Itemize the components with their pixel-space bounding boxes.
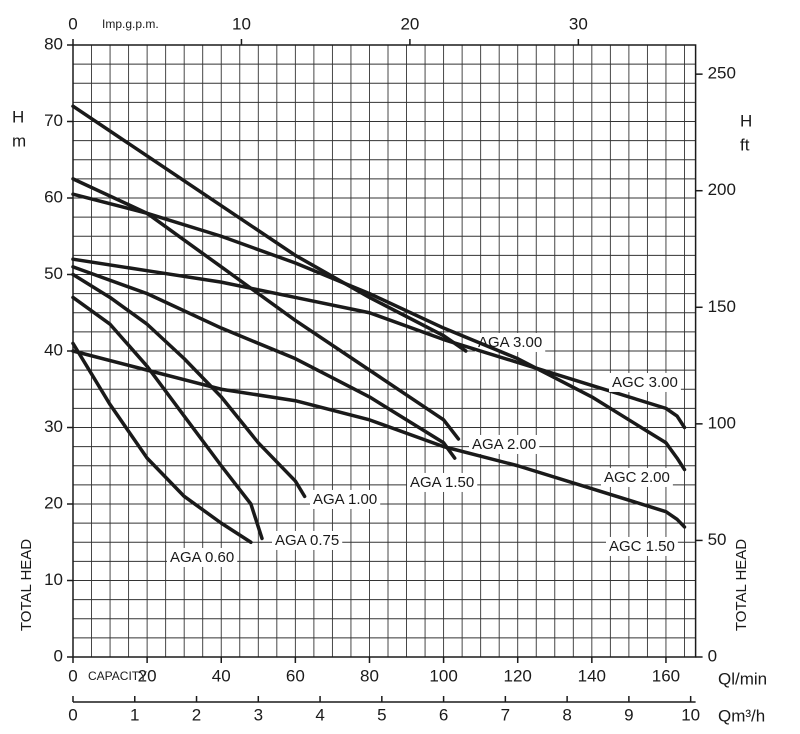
series-label: AGA 0.60 [170,549,234,566]
x3-axis-title: Qm³/h [718,706,765,725]
x3-tick-label: 1 [130,705,139,724]
y-axis-title: H [12,107,24,126]
x-tick-label: 80 [360,666,379,685]
x-tick-label: 100 [429,666,457,685]
series-line [71,272,307,499]
series-line [71,265,457,460]
y-tick-label: 30 [44,417,63,436]
series-label: AGA 1.00 [313,491,377,508]
series-label-box [601,467,673,487]
capacity-label: CAPACITY [88,669,147,683]
series-label: AGA 3.00 [478,334,542,351]
x3-tick-label: 9 [624,705,633,724]
series-label-box [606,536,678,556]
y-tick-label: 70 [44,111,63,130]
series-label-box [167,547,238,567]
x-tick-label: 140 [578,666,606,685]
series-label: AGA 1.50 [410,474,474,491]
y-tick-label: 10 [44,570,63,589]
series-label-box [272,530,343,550]
x3-tick-label: 8 [562,705,571,724]
y2-axis-title: H [740,111,752,130]
series-label: AGC 1.50 [609,538,675,555]
x-tick-label: 60 [286,666,305,685]
x3-tick-label: 3 [254,705,263,724]
y-tick-label: 40 [44,340,63,359]
x3-tick-label: 5 [377,705,386,724]
series-line [71,341,253,544]
x3-tick-label: 10 [681,705,700,724]
y-tick-label: 80 [44,34,63,53]
x-tick-label: 160 [652,666,680,685]
series-label-box [469,434,540,454]
x3-tick-label: 6 [439,705,448,724]
y2-tick-label: 200 [708,180,736,199]
series-line [71,104,468,353]
y2-tick-label: 250 [708,64,736,83]
x3-tick-label: 7 [501,705,510,724]
x-axis-title: Ql/min [718,669,767,688]
series-line [71,257,687,430]
series-line [71,349,687,529]
series-line [71,295,264,541]
x2-tick-label: 10 [232,14,251,33]
x2-tick-label: 30 [569,14,588,33]
series-label: AGA 0.75 [275,532,339,549]
y-axis-title: m [12,131,26,150]
x-tick-label: 0 [68,666,77,685]
series-label: AGC 2.00 [604,469,670,486]
x-tick-label: 40 [212,666,231,685]
y-tick-label: 20 [44,493,63,512]
y-tick-label: 0 [54,646,63,665]
x3-tick-label: 4 [315,705,324,724]
y2-tick-label: 150 [708,297,736,316]
series-label-box [407,472,478,492]
side-label: TOTAL HEAD [18,539,35,631]
x2-tick-label: 20 [400,14,419,33]
y2-tick-label: 100 [708,413,736,432]
series-label-box [310,489,381,509]
side-label: TOTAL HEAD [733,539,750,631]
series-label: AGA 2.00 [472,436,536,453]
x-tick-label: 120 [504,666,532,685]
x3-tick-label: 0 [68,705,77,724]
y2-tick-label: 0 [708,646,717,665]
series-line [71,192,687,472]
x2-axis-title: Imp.g.p.m. [102,17,159,31]
x2-tick-label: 0 [68,14,77,33]
y-tick-label: 50 [44,264,63,283]
y-tick-label: 60 [44,187,63,206]
y2-tick-label: 50 [708,530,727,549]
y2-axis-title: ft [740,135,750,154]
x3-tick-label: 2 [192,705,201,724]
series-label-box [609,372,681,392]
series-label: AGC 3.00 [612,374,678,391]
x-tick-label: 20 [138,666,157,685]
